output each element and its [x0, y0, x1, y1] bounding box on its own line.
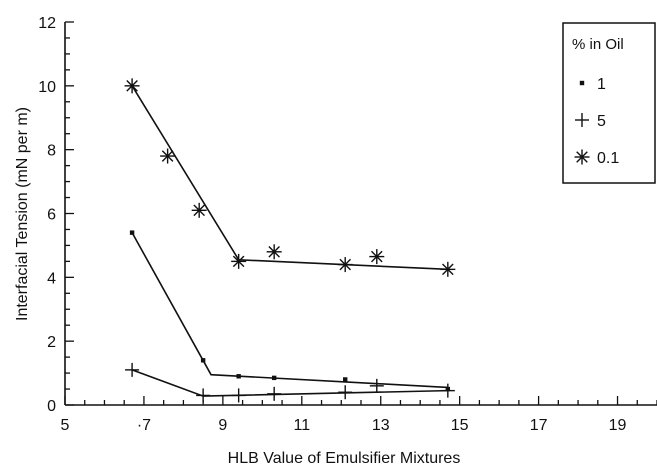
dot-marker — [200, 358, 206, 363]
plus-marker — [575, 113, 589, 127]
y-tick-label: 4 — [47, 270, 56, 287]
asterisk-marker — [191, 202, 207, 218]
y-tick-label: 0 — [47, 398, 56, 415]
x-axis-ticks: 5 ·7 9 11 13 15 17 19 — [61, 396, 657, 434]
legend-items: 150.1 — [574, 76, 619, 167]
plus-marker — [440, 383, 455, 398]
asterisk-marker — [574, 149, 590, 165]
asterisk-marker — [124, 78, 140, 94]
asterisk-stroke — [161, 150, 174, 162]
series-fit-line — [131, 369, 448, 397]
series-0-1 — [124, 78, 456, 277]
x-tick-label: 13 — [372, 417, 390, 434]
asterisk-marker — [160, 148, 176, 164]
legend: % in Oil 150.1 — [562, 22, 656, 184]
x-tick-label: 5 — [61, 417, 70, 434]
y-tick-label: 2 — [47, 334, 56, 351]
plus-marker — [267, 386, 282, 401]
series-layer — [124, 78, 456, 403]
asterisk-marker — [369, 249, 385, 265]
plus-marker — [196, 388, 211, 403]
dot-marker — [129, 230, 135, 235]
series-fit-line — [131, 232, 448, 389]
dot-marker — [343, 377, 348, 382]
plus-marker — [338, 385, 353, 400]
asterisk-stroke — [193, 204, 205, 217]
asterisk-marker — [440, 261, 456, 277]
dot-marker — [579, 80, 585, 86]
x-axis-label: HLB Value of Emulsifier Mixtures — [228, 450, 461, 467]
y-axis-label: Interfacial Tension (mN per m) — [14, 107, 31, 321]
series-fit-line — [131, 85, 448, 271]
legend-label: 5 — [597, 113, 606, 130]
x-tick-label: 9 — [218, 417, 227, 434]
y-axis-ticks: 0 2 4 6 8 10 12 — [38, 15, 74, 415]
legend-label: 1 — [597, 76, 606, 93]
asterisk-stroke — [126, 80, 138, 92]
asterisk-stroke — [370, 250, 383, 263]
asterisk-stroke — [339, 258, 352, 271]
legend-title: % in Oil — [572, 36, 624, 53]
asterisk-stroke — [442, 263, 454, 276]
series-1 — [129, 230, 451, 392]
y-tick-label: 12 — [38, 15, 56, 32]
y-tick-label: 8 — [47, 143, 56, 160]
legend-label: 0.1 — [597, 150, 619, 167]
x-tick-label: 11 — [293, 417, 310, 434]
plus-marker — [231, 388, 246, 403]
y-tick-label: 10 — [38, 79, 56, 96]
plus-marker — [369, 378, 384, 393]
dot-marker — [236, 374, 241, 379]
x-tick-label: 15 — [451, 417, 469, 434]
asterisk-stroke — [268, 246, 280, 258]
asterisk-marker — [337, 257, 353, 273]
asterisk-stroke — [232, 255, 245, 268]
asterisk-marker — [231, 253, 247, 269]
dot-marker — [271, 375, 277, 381]
x-tick-label: ·7 — [137, 417, 151, 434]
x-tick-label: 17 — [530, 417, 548, 434]
plus-marker — [125, 362, 140, 377]
y-tick-label: 6 — [47, 207, 56, 224]
series-5 — [125, 362, 455, 403]
asterisk-marker — [266, 244, 282, 260]
asterisk-stroke — [576, 151, 588, 163]
x-tick-label: 19 — [609, 417, 627, 434]
